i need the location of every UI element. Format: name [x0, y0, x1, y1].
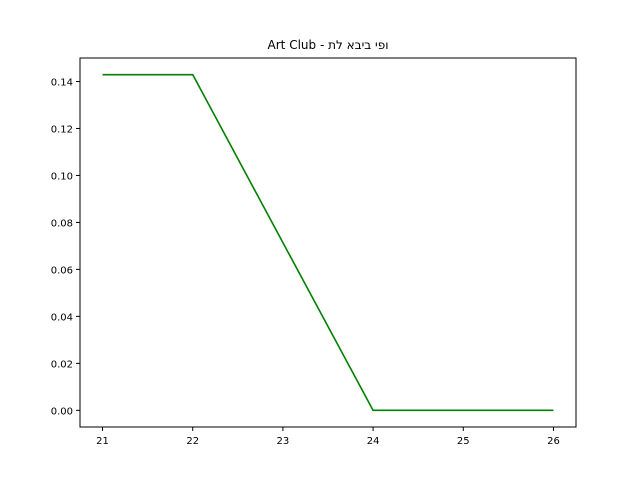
y-tick-label: 0.08 [51, 218, 73, 229]
x-tick-label: 25 [457, 436, 470, 447]
x-tick-label: 24 [367, 436, 380, 447]
chart-title: Art Club - ופי ביבא לת [268, 38, 389, 52]
y-tick-label: 0.04 [51, 312, 73, 323]
plot-area [79, 57, 577, 428]
x-tick-label: 23 [277, 436, 290, 447]
series-layer [102, 73, 554, 412]
x-tick-label: 21 [96, 436, 109, 447]
y-axis: 0.00 0.02 0.04 0.06 0.08 0.10 0.12 0.14 [51, 77, 80, 417]
y-tick-label: 0.12 [51, 124, 73, 135]
series-line [102, 73, 554, 412]
y-tick-label: 0.10 [51, 171, 73, 182]
y-tick-label: 0.00 [51, 406, 73, 417]
y-tick-label: 0.02 [51, 359, 73, 370]
x-tick-label: 26 [547, 436, 560, 447]
x-tick-label: 22 [186, 436, 199, 447]
y-tick-label: 0.14 [51, 77, 73, 88]
y-tick-label: 0.06 [51, 265, 73, 276]
x-axis: 21 22 23 24 25 26 [96, 427, 560, 447]
